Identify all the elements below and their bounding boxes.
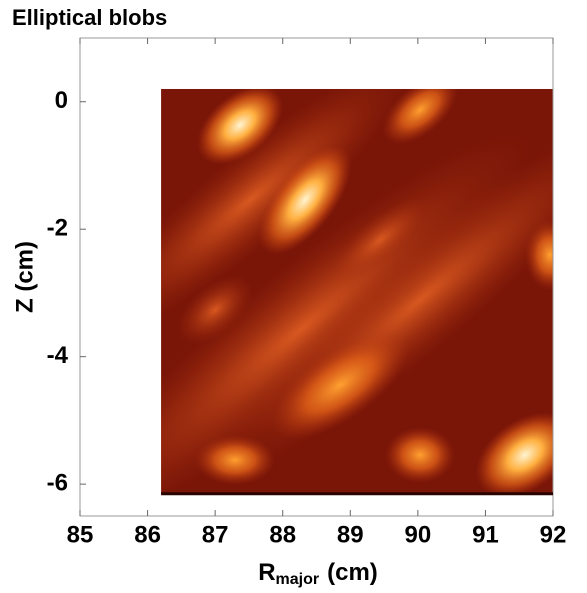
- x-axis-label: Rmajor (cm): [258, 559, 378, 588]
- x-tick-label: 85: [67, 521, 94, 548]
- y-tick-label: 0: [55, 87, 68, 114]
- x-label-sub: major: [276, 571, 320, 588]
- chart-title: Elliptical blobs: [12, 5, 167, 30]
- x-tick-label: 88: [269, 521, 296, 548]
- x-tick-label: 90: [405, 521, 432, 548]
- y-tick-label: -6: [47, 469, 68, 496]
- heatmap-texture: [161, 88, 553, 494]
- x-tick-label: 89: [337, 521, 364, 548]
- x-tick-label: 92: [540, 521, 567, 548]
- y-axis-label: Z (cm): [11, 241, 38, 313]
- x-label-main: R: [258, 559, 275, 586]
- x-tick-label: 87: [202, 521, 229, 548]
- y-tick-label: -4: [47, 342, 69, 369]
- x-tick-label: 91: [472, 521, 499, 548]
- y-tick-label: -2: [47, 215, 68, 242]
- x-label-unit: (cm): [327, 559, 378, 586]
- plot-frame: [79, 37, 554, 517]
- x-tick-label: 86: [134, 521, 161, 548]
